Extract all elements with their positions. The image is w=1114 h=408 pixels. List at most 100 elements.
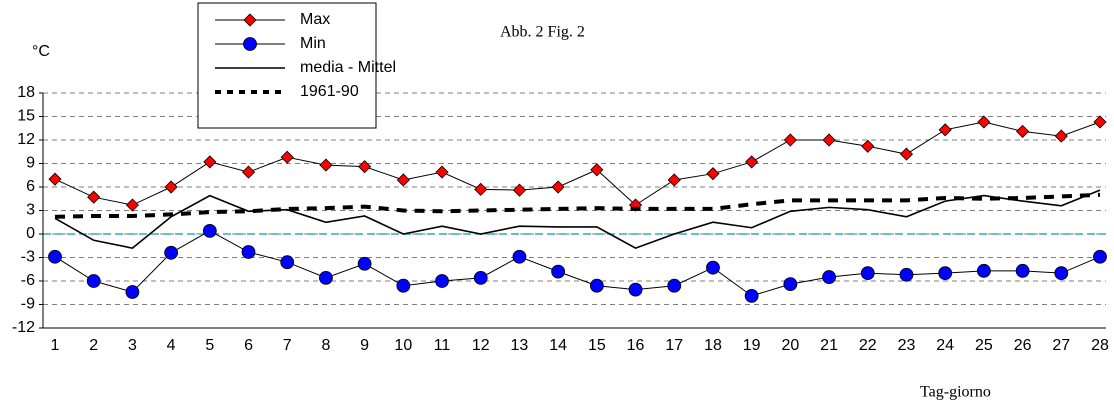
point bbox=[48, 249, 62, 264]
legend-marker bbox=[243, 37, 257, 51]
point bbox=[203, 155, 217, 169]
point bbox=[202, 223, 217, 238]
point bbox=[473, 270, 488, 285]
series-line bbox=[54, 192, 1101, 219]
point bbox=[706, 260, 720, 275]
x-tick-label: 20 bbox=[781, 337, 799, 354]
x-tick-label: 2 bbox=[89, 337, 98, 354]
x-tick-label: 6 bbox=[244, 337, 253, 354]
x-tick-label: 24 bbox=[936, 337, 954, 354]
legend-box bbox=[197, 2, 377, 129]
point bbox=[783, 133, 797, 147]
point bbox=[899, 267, 914, 282]
point bbox=[899, 147, 914, 161]
y-tick-label: -9 bbox=[21, 296, 35, 313]
x-tick-label: 16 bbox=[627, 337, 645, 354]
x-tick-label: 23 bbox=[898, 337, 916, 354]
x-tick-label: 28 bbox=[1091, 337, 1109, 354]
y-tick-label: -6 bbox=[21, 272, 35, 289]
x-tick-label: 13 bbox=[511, 337, 529, 354]
point bbox=[1054, 129, 1068, 143]
point bbox=[783, 277, 798, 292]
x-tick-label: 5 bbox=[205, 337, 214, 354]
point bbox=[396, 173, 410, 187]
x-tick-label: 10 bbox=[394, 337, 412, 354]
x-axis-label: Tag-giorno bbox=[920, 384, 991, 401]
point bbox=[241, 165, 256, 179]
legend-label: 1961-90 bbox=[300, 83, 359, 100]
point bbox=[1093, 115, 1107, 129]
y-tick-label: 6 bbox=[26, 178, 35, 195]
x-tick-label: 21 bbox=[820, 337, 838, 354]
x-tick-label: 15 bbox=[588, 337, 606, 354]
x-tick-label: 22 bbox=[859, 337, 877, 354]
x-tick-label: 17 bbox=[665, 337, 683, 354]
point bbox=[628, 282, 643, 297]
y-tick-label: 15 bbox=[17, 108, 35, 125]
point bbox=[512, 183, 527, 197]
x-tick-label: 14 bbox=[549, 337, 567, 354]
point bbox=[822, 270, 836, 284]
legend-label: Min bbox=[300, 35, 326, 52]
point bbox=[1016, 124, 1030, 138]
point bbox=[1093, 249, 1107, 264]
point bbox=[1015, 263, 1030, 278]
y-tick-label: 12 bbox=[17, 131, 35, 148]
point bbox=[976, 263, 991, 278]
point bbox=[125, 285, 140, 299]
x-tick-label: 19 bbox=[743, 337, 761, 354]
point bbox=[396, 278, 411, 293]
point bbox=[706, 167, 720, 181]
point bbox=[87, 190, 101, 204]
point bbox=[319, 270, 333, 285]
x-tick-label: 8 bbox=[321, 337, 330, 354]
point bbox=[938, 123, 952, 137]
point bbox=[977, 115, 991, 129]
point bbox=[667, 278, 682, 293]
y-tick-label: -3 bbox=[21, 249, 35, 266]
point bbox=[745, 155, 759, 169]
point bbox=[357, 256, 372, 271]
point bbox=[1054, 266, 1069, 281]
x-tick-label: 1 bbox=[51, 337, 60, 354]
y-axis-label: °C bbox=[32, 43, 50, 60]
point bbox=[589, 278, 604, 293]
point bbox=[358, 160, 372, 174]
point bbox=[280, 255, 295, 270]
x-tick-label: 4 bbox=[167, 337, 176, 354]
x-tick-label: 9 bbox=[360, 337, 369, 354]
chart-title: Abb. 2 Fig. 2 bbox=[500, 24, 585, 41]
y-tick-label: 18 bbox=[17, 84, 35, 101]
point bbox=[861, 139, 875, 153]
x-tick-label: 27 bbox=[1052, 337, 1070, 354]
x-tick-label: 18 bbox=[704, 337, 722, 354]
y-tick-label: 9 bbox=[26, 155, 35, 172]
point bbox=[667, 173, 681, 187]
x-tick-label: 26 bbox=[1014, 337, 1032, 354]
x-tick-label: 3 bbox=[128, 337, 137, 354]
legend-marker bbox=[243, 13, 257, 27]
point bbox=[86, 274, 101, 288]
point bbox=[435, 274, 449, 288]
point bbox=[435, 165, 449, 179]
series-line bbox=[54, 230, 1101, 297]
y-tick-label: 0 bbox=[26, 225, 35, 242]
point bbox=[125, 198, 139, 212]
point bbox=[280, 150, 294, 164]
point bbox=[48, 172, 62, 186]
legend-label: media - Mittel bbox=[300, 59, 396, 76]
x-tick-label: 11 bbox=[434, 337, 451, 354]
point bbox=[590, 163, 604, 177]
point bbox=[551, 264, 566, 279]
point bbox=[860, 266, 875, 281]
x-tick-label: 12 bbox=[472, 337, 490, 354]
y-tick-label: -12 bbox=[12, 319, 35, 336]
x-tick-label: 25 bbox=[975, 337, 993, 354]
point bbox=[319, 158, 333, 172]
legend-label: Max bbox=[300, 11, 330, 28]
point bbox=[512, 249, 527, 264]
point bbox=[474, 182, 488, 196]
x-tick-label: 7 bbox=[283, 337, 292, 354]
series-line bbox=[54, 121, 1101, 206]
point bbox=[551, 180, 565, 194]
